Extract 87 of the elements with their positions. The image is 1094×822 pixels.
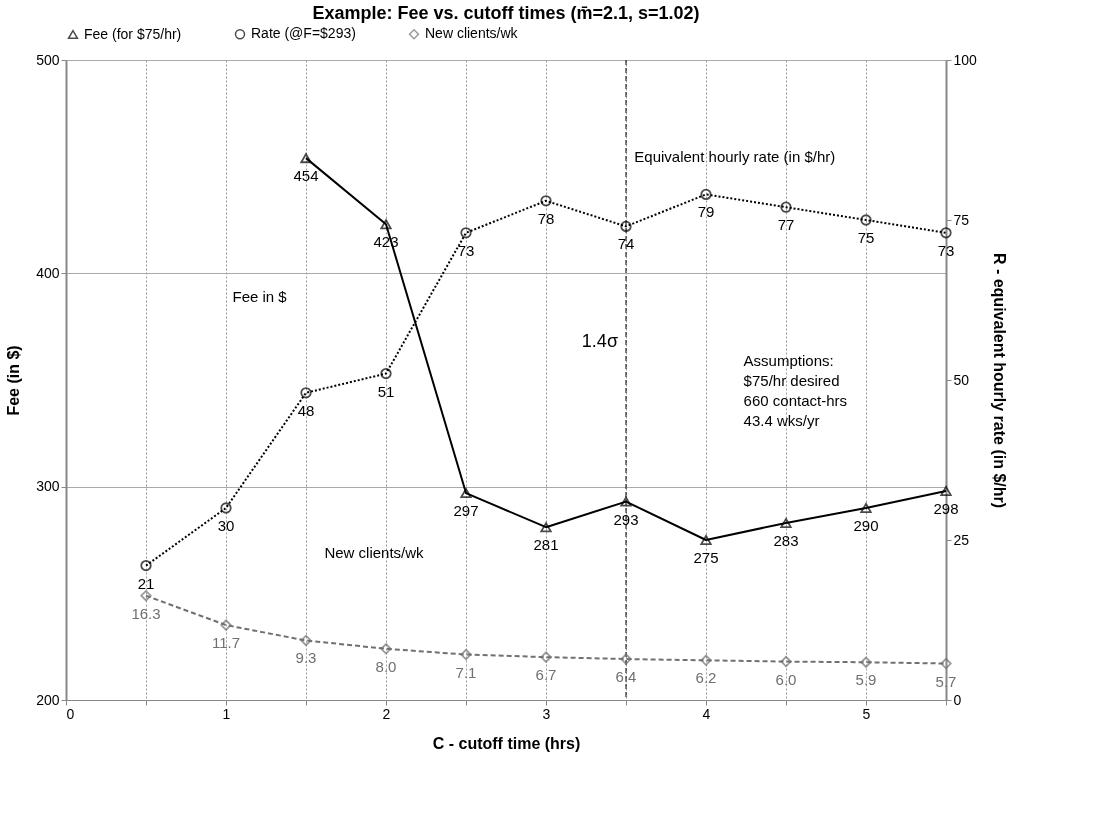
point [140,559,152,572]
point [620,653,632,665]
y-tick-label: 300 [36,478,60,495]
annotation: Assumptions: $75/hr desired 660 contact-hrs 43.4 wks/yr [743,352,847,430]
data-label: 77 [777,216,795,234]
annotation: Fee in $ [232,288,288,306]
y2-tick-label: 50 [953,371,970,388]
point [780,655,792,668]
y-tick-label: 500 [36,51,60,68]
y2-tick-label: 100 [953,51,978,68]
point [540,522,552,533]
legend-label: New clients/wk [425,25,519,42]
ref-line-label: 1.4σ [581,330,618,351]
data-label: 5.9 [855,671,877,689]
point [220,502,232,514]
y-tick-label: 200 [36,691,60,708]
point [540,195,552,207]
legend-label: Fee (for $75/hr) [84,25,182,42]
legend-label: Rate (@F=$293) [251,25,356,42]
point [220,619,232,631]
y2-tick-label: 25 [953,531,970,548]
y-axis-title: Fee (in $) [5,345,23,416]
data-label: 11.7 [211,634,241,652]
point [380,643,392,655]
point [940,227,952,239]
point [460,648,472,661]
data-label: 21 [137,574,155,592]
data-label: 78 [537,209,555,227]
data-label: 297 [453,502,479,520]
x-tick-label: 0 [66,705,75,722]
data-label: 298 [933,499,959,517]
point [140,590,152,602]
data-label: 16.3 [131,604,161,622]
data-label: 8.0 [375,657,397,675]
point [620,220,632,233]
point [700,654,712,666]
data-label: 6.0 [775,670,797,688]
data-label: 283 [773,531,799,549]
data-label: 30 [217,517,235,534]
data-label: 275 [693,549,719,566]
point [460,227,472,239]
data-label: 6.4 [615,668,637,686]
x-tick-label: 2 [382,705,391,722]
data-label: 6.7 [535,666,557,684]
x-tick-label: 5 [862,705,871,722]
data-label: 51 [377,382,395,400]
data-label: 290 [853,517,879,534]
point [860,214,872,226]
point [860,502,872,514]
y2-tick-label: 75 [953,211,970,228]
chart-title: Example: Fee vs. cutoff times (m̄=2.1, s=1.02) [312,3,700,23]
point [700,188,712,201]
data-label: 75 [857,229,875,246]
point [300,634,312,647]
annotation: Equivalent hourly rate (in $/hr) [634,147,836,165]
point [460,488,472,499]
data-label: 73 [457,241,475,259]
data-label: 6.2 [695,669,717,687]
point [380,367,392,380]
y-tick-label: 400 [36,264,60,281]
y2-tick-label: 0 [953,691,962,708]
x-tick-label: 3 [542,705,551,722]
x-axis-title: C - cutoff time (hrs) [432,734,581,752]
annotation: New clients/wk [324,544,425,562]
point [940,657,952,670]
point [700,534,712,546]
point [940,485,952,496]
data-label: 74 [617,235,635,253]
point [300,387,312,399]
point [620,496,632,507]
point [380,219,392,230]
data-label: 293 [613,510,639,528]
data-label: 281 [533,536,559,554]
point [780,517,792,528]
x-tick-label: 1 [222,705,231,722]
point [540,651,552,663]
data-label: 79 [697,203,715,221]
data-label: 454 [293,167,319,185]
y2-axis-title: R - equivalent hourly rate (in $/hr) [990,252,1008,509]
x-tick-label: 4 [702,705,711,722]
data-label: 73 [937,241,955,259]
point [780,201,792,213]
data-label: 7.1 [455,663,477,681]
point [860,656,872,668]
data-label: 9.3 [295,649,317,667]
data-label: 48 [297,401,315,419]
point [300,153,312,164]
